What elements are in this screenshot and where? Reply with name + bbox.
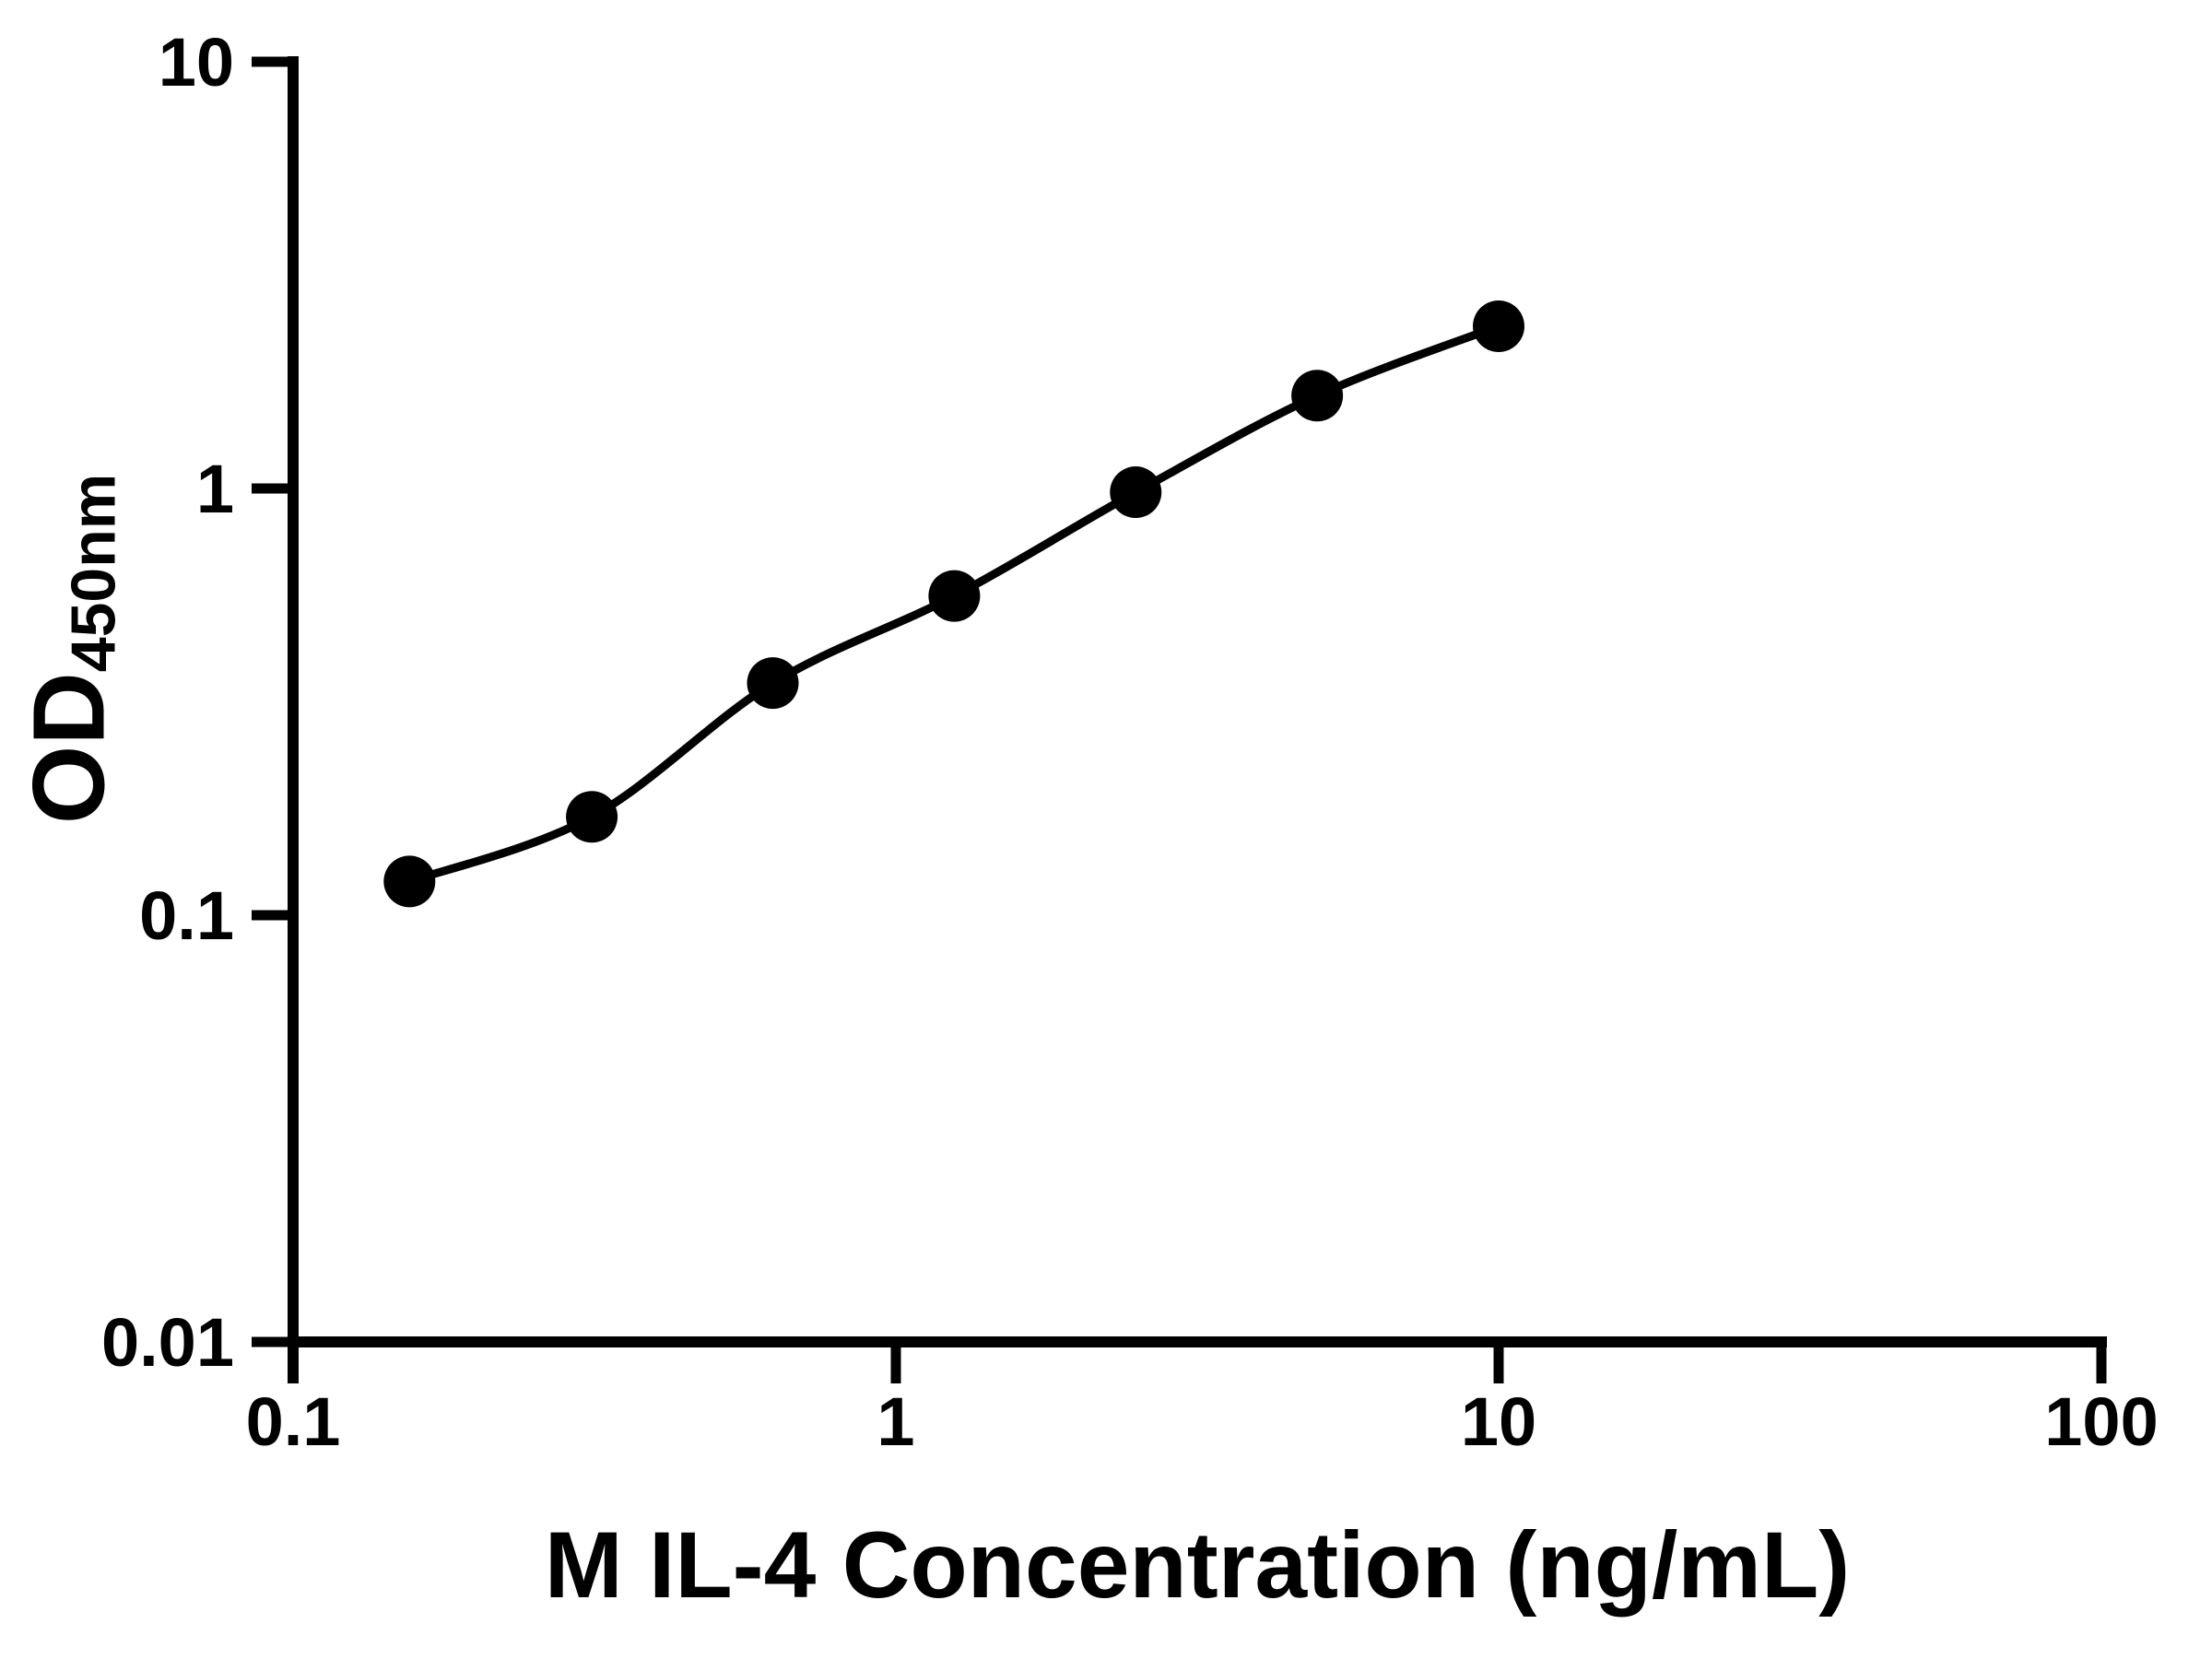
data-point-0.156ng: [383, 855, 436, 908]
data-point-5ng: [1291, 370, 1344, 422]
x-tick-label-10: 10: [1461, 1383, 1536, 1460]
y-tick-label-0.01: 0.01: [101, 1304, 234, 1381]
data-point-1.25ng: [928, 570, 981, 622]
y-tick-label-10: 10: [159, 24, 234, 100]
x-tick-label-1: 1: [877, 1383, 914, 1460]
x-tick-label-0.1: 0.1: [246, 1383, 341, 1460]
data-point-0.313ng: [566, 791, 618, 843]
x-axis-title: M IL-4 Concentration (ng/mL): [544, 1512, 1851, 1618]
data-point-2.5ng: [1110, 466, 1162, 519]
y-tick-label-1: 1: [196, 451, 234, 527]
y-tick-label-0.1: 0.1: [139, 877, 234, 954]
data-point-10ng: [1473, 300, 1524, 352]
data-point-0.625ng: [747, 657, 799, 710]
x-tick-label-100: 100: [2044, 1383, 2158, 1460]
